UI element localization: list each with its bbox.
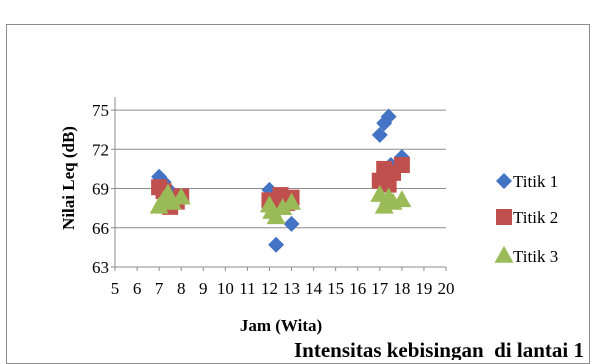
triangle-data-point: [282, 192, 302, 210]
diamond-data-point: [371, 126, 388, 143]
x-tick-label: 16: [349, 279, 366, 298]
y-tick-label: 69: [92, 180, 109, 199]
chart-title: Intensitas kebisingan di lantai 1: [294, 338, 584, 360]
y-tick-label: 72: [92, 140, 109, 159]
legend-label: Titik 2: [513, 208, 558, 227]
legend-label: Titik 3: [513, 247, 558, 266]
x-tick-label: 5: [111, 279, 120, 298]
y-tick-label: 75: [92, 101, 109, 120]
square-data-point: [393, 157, 410, 173]
x-tick-label: 11: [239, 279, 255, 298]
x-axis-title: Jam (Wita): [240, 316, 322, 335]
x-tick-label: 18: [393, 279, 410, 298]
series-1: [151, 108, 410, 253]
x-tick-label: 8: [177, 279, 186, 298]
y-axis-title: Nilai Leq (dB): [59, 126, 78, 230]
x-tick-label: 17: [371, 279, 389, 298]
legend-marker-diamond: [496, 173, 512, 189]
triangle-data-point: [162, 192, 182, 210]
x-tick-label: 20: [438, 279, 455, 298]
x-tick-label: 6: [133, 279, 142, 298]
triangle-data-point: [273, 197, 293, 215]
diamond-data-point: [283, 215, 300, 232]
triangle-data-point: [392, 190, 412, 208]
x-tick-label: 13: [283, 279, 300, 298]
x-tick-label: 12: [261, 279, 278, 298]
x-tick-label: 14: [305, 279, 323, 298]
triangle-data-point: [266, 207, 286, 225]
data-series: [149, 108, 412, 253]
legend-marker-triangle: [494, 245, 514, 263]
axes: [111, 97, 447, 271]
diamond-data-point: [380, 108, 397, 125]
series-3: [149, 183, 412, 225]
legend-marker-square: [496, 209, 512, 225]
y-tick-label: 66: [92, 219, 109, 238]
y-tick-label: 63: [92, 258, 109, 277]
x-tick-label: 7: [155, 279, 164, 298]
triangle-data-point: [171, 187, 191, 205]
y-tick-labels: 63 66 69 72 75: [92, 101, 109, 277]
x-tick-label: 9: [199, 279, 208, 298]
x-tick-label: 19: [415, 279, 432, 298]
diamond-data-point: [268, 236, 285, 253]
legend-label: Titik 1: [513, 172, 558, 191]
legend: Titik 1 Titik 2 Titik 3: [494, 172, 558, 266]
x-tick-label: 15: [327, 279, 344, 298]
x-tick-labels: 5 6 7 8 9 10 11 12 13 14 15 16 17 18 19 20: [111, 279, 455, 298]
x-tick-label: 10: [217, 279, 234, 298]
